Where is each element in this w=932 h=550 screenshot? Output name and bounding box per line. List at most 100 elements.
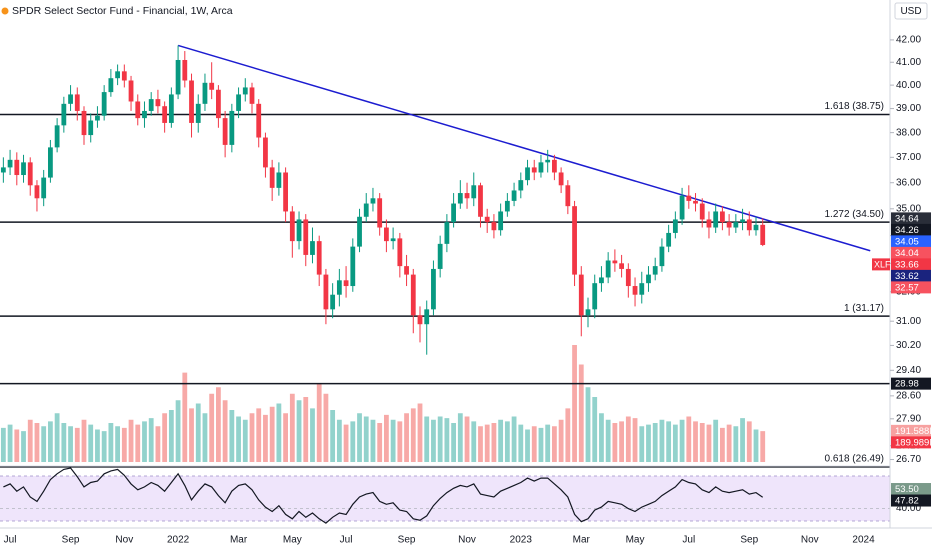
candle-body bbox=[296, 219, 302, 242]
price-tag-label: 53.50 bbox=[895, 484, 919, 495]
volume-bar bbox=[162, 413, 168, 462]
candle-body bbox=[168, 94, 174, 123]
candle-body bbox=[330, 294, 336, 310]
volume-bar bbox=[525, 429, 530, 462]
volume-bar bbox=[693, 421, 698, 462]
candle-body bbox=[605, 260, 611, 278]
candle-body bbox=[377, 198, 383, 228]
price-tag bbox=[891, 269, 931, 282]
currency[interactable]: USD bbox=[900, 6, 921, 17]
volume-bar bbox=[310, 408, 315, 462]
candle-body bbox=[424, 309, 430, 325]
price-tag bbox=[891, 258, 931, 271]
candle-body bbox=[599, 277, 604, 284]
candle-body bbox=[511, 190, 517, 201]
y-tick-label: 30.20 bbox=[896, 340, 921, 351]
x-tick-label: Nov bbox=[458, 535, 476, 546]
volume-bar bbox=[175, 400, 181, 462]
x-tick-label: 2024 bbox=[852, 535, 875, 546]
axis-layer: 40.00 42.00 41.00 40.00 39.00 38.00 37.00 36.00… bbox=[4, 35, 932, 546]
volume-bar bbox=[263, 414, 268, 462]
volume-bar bbox=[27, 419, 33, 462]
volume-bar bbox=[7, 424, 13, 462]
candle-body bbox=[336, 280, 342, 295]
chart-title: SPDR Select Sector Fund - Financial, 1W,… bbox=[12, 5, 233, 17]
price-tag-label: 32.57 bbox=[895, 282, 919, 293]
candle-body bbox=[350, 246, 356, 287]
candle-body bbox=[478, 185, 483, 217]
currency-box[interactable] bbox=[894, 2, 928, 20]
volume-bar bbox=[182, 372, 188, 462]
candle-body bbox=[189, 80, 194, 123]
volume-bar bbox=[95, 429, 100, 462]
candle-body bbox=[269, 167, 275, 188]
candle-body bbox=[713, 211, 719, 228]
candle-body bbox=[464, 193, 470, 199]
trendline bbox=[177, 44, 871, 252]
candle-body bbox=[27, 162, 33, 186]
volume-bar bbox=[148, 418, 154, 462]
candle-body bbox=[202, 82, 208, 104]
candle-body bbox=[484, 216, 490, 223]
candle-body bbox=[34, 185, 40, 199]
volume-bar bbox=[686, 416, 692, 462]
volume-bar bbox=[54, 413, 60, 462]
candle-body bbox=[471, 185, 477, 199]
y-tick-label: 41.00 bbox=[896, 57, 921, 68]
y-tick-label: 36.00 bbox=[896, 177, 921, 188]
candle-body bbox=[720, 211, 725, 223]
candle-body bbox=[646, 274, 651, 284]
rsi-line bbox=[3, 467, 764, 524]
candle-body bbox=[733, 222, 739, 228]
volume-bar bbox=[578, 364, 584, 462]
candle-body bbox=[242, 87, 248, 95]
volume-bar bbox=[464, 416, 470, 462]
x-tick-label: Nov bbox=[801, 535, 819, 546]
candle-body bbox=[558, 172, 564, 186]
volume-bar bbox=[457, 413, 463, 462]
volume-bar bbox=[451, 423, 456, 462]
volume-bar bbox=[357, 413, 362, 462]
candle-body bbox=[726, 222, 732, 228]
status-dot bbox=[1, 7, 9, 15]
candle-body bbox=[437, 243, 443, 269]
volume-bar bbox=[498, 419, 504, 462]
volume-bar bbox=[652, 423, 658, 462]
x-tick-label: Sep bbox=[62, 535, 80, 546]
price-tag bbox=[891, 235, 931, 248]
volume-bar bbox=[61, 423, 67, 462]
volume-bar bbox=[128, 419, 134, 462]
volume-bar bbox=[323, 393, 329, 462]
volume-bar bbox=[558, 419, 564, 462]
candle-body bbox=[121, 71, 127, 81]
candle-body bbox=[162, 106, 168, 123]
volume-bar bbox=[242, 419, 248, 462]
level-label: 1.272 (34.50) bbox=[825, 209, 885, 220]
volume-bar bbox=[296, 400, 302, 462]
volume-bar bbox=[68, 426, 73, 462]
volume-bar bbox=[81, 419, 87, 462]
volume-bar bbox=[646, 424, 651, 462]
x-tick-label: Mar bbox=[230, 535, 248, 546]
volume-bar bbox=[0, 427, 6, 462]
volume-bar bbox=[41, 426, 47, 462]
candle-body bbox=[81, 110, 87, 136]
candle-body bbox=[283, 172, 288, 212]
candle-body bbox=[316, 241, 322, 275]
y-tick-label: 31.00 bbox=[896, 316, 921, 327]
y-tick-label: 27.90 bbox=[896, 413, 921, 424]
candle-body bbox=[625, 268, 631, 287]
candle-body bbox=[128, 80, 134, 102]
level-label: 0.618 (26.49) bbox=[825, 453, 885, 464]
candle-body bbox=[209, 82, 215, 90]
candle-body bbox=[155, 99, 161, 107]
symbol-tag-label: XLF bbox=[874, 259, 891, 269]
candle-body bbox=[54, 125, 60, 148]
candle-body bbox=[572, 206, 577, 275]
candle-body bbox=[216, 89, 221, 119]
candle-body bbox=[175, 59, 181, 95]
volume-bar bbox=[34, 423, 40, 462]
candle-body bbox=[14, 159, 20, 176]
candle-body bbox=[310, 241, 315, 255]
